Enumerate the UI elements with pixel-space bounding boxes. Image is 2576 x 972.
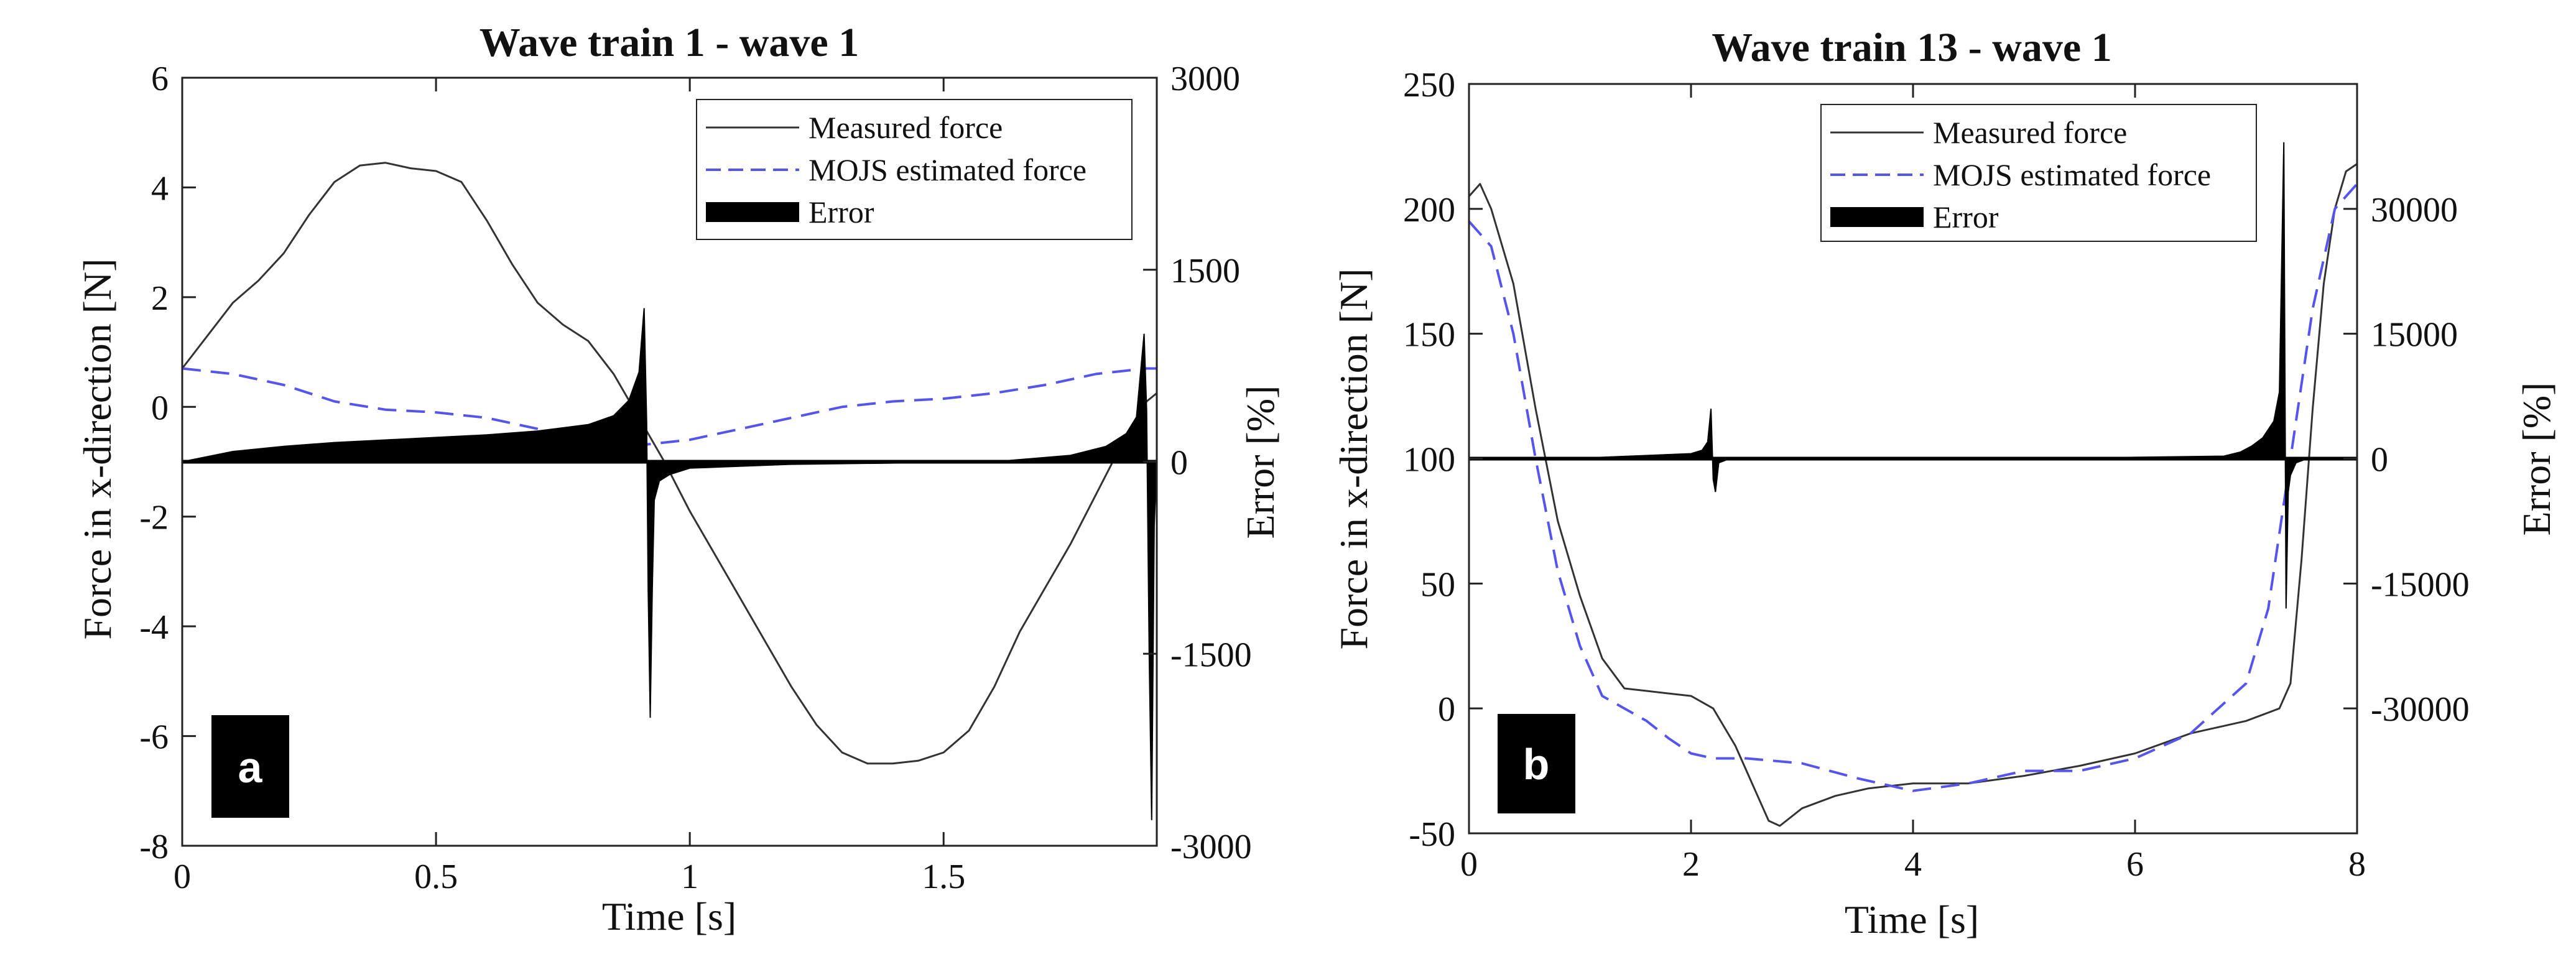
panel-b-ytick-label: -50 <box>1409 815 1455 854</box>
panel-b-xtick-label: 4 <box>1904 845 1922 884</box>
panel-b-legend-swatch-error <box>1830 207 1924 227</box>
panel-a-xlabel: Time [s] <box>602 894 736 938</box>
panel-a-xtick-label: 1 <box>681 858 698 896</box>
panel-b-letter: b <box>1523 740 1550 789</box>
panel-a-legend-swatch-error <box>706 202 799 222</box>
panel-a-series-estimated-force <box>182 367 1157 447</box>
panel-a-badge <box>211 715 289 818</box>
panel-b-xtick-label: 0 <box>1460 845 1478 884</box>
panel-b-legend: Measured force MOJS estimated force Error <box>1820 104 2257 242</box>
panel-a-ytick-label: -6 <box>139 718 169 757</box>
panel-b-ylabel: Force in x-direction [N] <box>1332 268 1376 649</box>
panel-b-xlabel: Time [s] <box>1845 897 1979 942</box>
panel-a: Wave train 1 - wave 1 Time [s] Force in … <box>75 20 1282 938</box>
panel-a-legend-label: MOJS estimated force <box>808 152 1086 187</box>
panel-a-title: Wave train 1 - wave 1 <box>480 20 859 65</box>
panel-a-ytick-label: 2 <box>151 279 169 318</box>
panel-b-legend-label: Error <box>1933 200 1999 234</box>
panel-b-y2tick-label: -15000 <box>2371 565 2470 604</box>
panel-b-legend-label: Measured force <box>1933 115 2127 150</box>
panel-b-series-measured-force <box>1468 163 2358 827</box>
panel-b-ytick-label: 100 <box>1403 441 1455 479</box>
panel-a-y2tick-label: -1500 <box>1170 636 1252 674</box>
panel-b-y2tick-label: 0 <box>2371 441 2388 479</box>
panel-a-y2label: Error [%] <box>1238 386 1282 539</box>
panel-a-xtick-label: 0 <box>174 858 191 896</box>
panel-a-xtick-label: 1.5 <box>922 858 965 896</box>
panel-b-y2label: Error [%] <box>2514 382 2559 536</box>
panel-b-ytick-label: 250 <box>1403 66 1455 104</box>
panel-b-ytick-label: 50 <box>1420 565 1455 604</box>
panel-a-ytick-label: -4 <box>139 608 169 647</box>
panel-a-series-measured-force <box>181 162 1157 765</box>
panel-a-series-error <box>182 308 1158 820</box>
panel-b-title: Wave train 13 - wave 1 <box>1712 25 2111 70</box>
panel-b-plot-area <box>1468 142 2358 827</box>
panel-a-ytick-label: 4 <box>151 169 169 208</box>
panel-a-y2tick-label: 1500 <box>1170 252 1240 290</box>
panel-b-xtick-label: 8 <box>2348 845 2366 884</box>
panel-b-y2tick-label: 30000 <box>2371 191 2458 229</box>
panel-a-ytick-label: 0 <box>151 389 169 427</box>
panel-a-y2tick-label: -3000 <box>1170 828 1252 866</box>
panel-a-ytick-label: -2 <box>139 499 169 537</box>
panel-a-legend: Measured force MOJS estimated force Error <box>696 99 1133 240</box>
panel-b-series-error <box>1468 142 2357 609</box>
panel-b-xtick-label: 2 <box>1682 845 1700 884</box>
panel-a-legend-label: Measured force <box>808 110 1003 145</box>
panel-b-legend-label: MOJS estimated force <box>1933 157 2211 192</box>
panel-b: Wave train 13 - wave 1 Time [s] Force in… <box>1332 25 2559 942</box>
panel-a-legend-label: Error <box>808 195 874 229</box>
panel-a-y2tick-label: 0 <box>1170 444 1188 483</box>
panel-b-ytick-label: 0 <box>1438 690 1455 729</box>
panel-b-y2tick-label: 15000 <box>2371 316 2458 354</box>
panel-b-ytick-label: 200 <box>1403 191 1455 229</box>
panel-b-y2tick-label: -30000 <box>2371 690 2470 729</box>
panel-a-y2tick-label: 3000 <box>1170 60 1240 98</box>
panel-a-ytick-label: -8 <box>139 828 169 866</box>
panel-a-plot-area <box>181 162 1158 820</box>
panel-b-ytick-label: 150 <box>1403 316 1455 354</box>
panel-b-xtick-label: 6 <box>2126 845 2144 884</box>
panel-a-xtick-label: 0.5 <box>414 858 458 896</box>
panel-b-series-estimated-force <box>1468 183 2358 792</box>
panel-a-ytick-label: 6 <box>151 60 169 98</box>
panel-a-ylabel: Force in x-direction [N] <box>75 258 119 639</box>
panel-a-letter: a <box>238 743 263 792</box>
panel-b-badge <box>1498 714 1575 813</box>
